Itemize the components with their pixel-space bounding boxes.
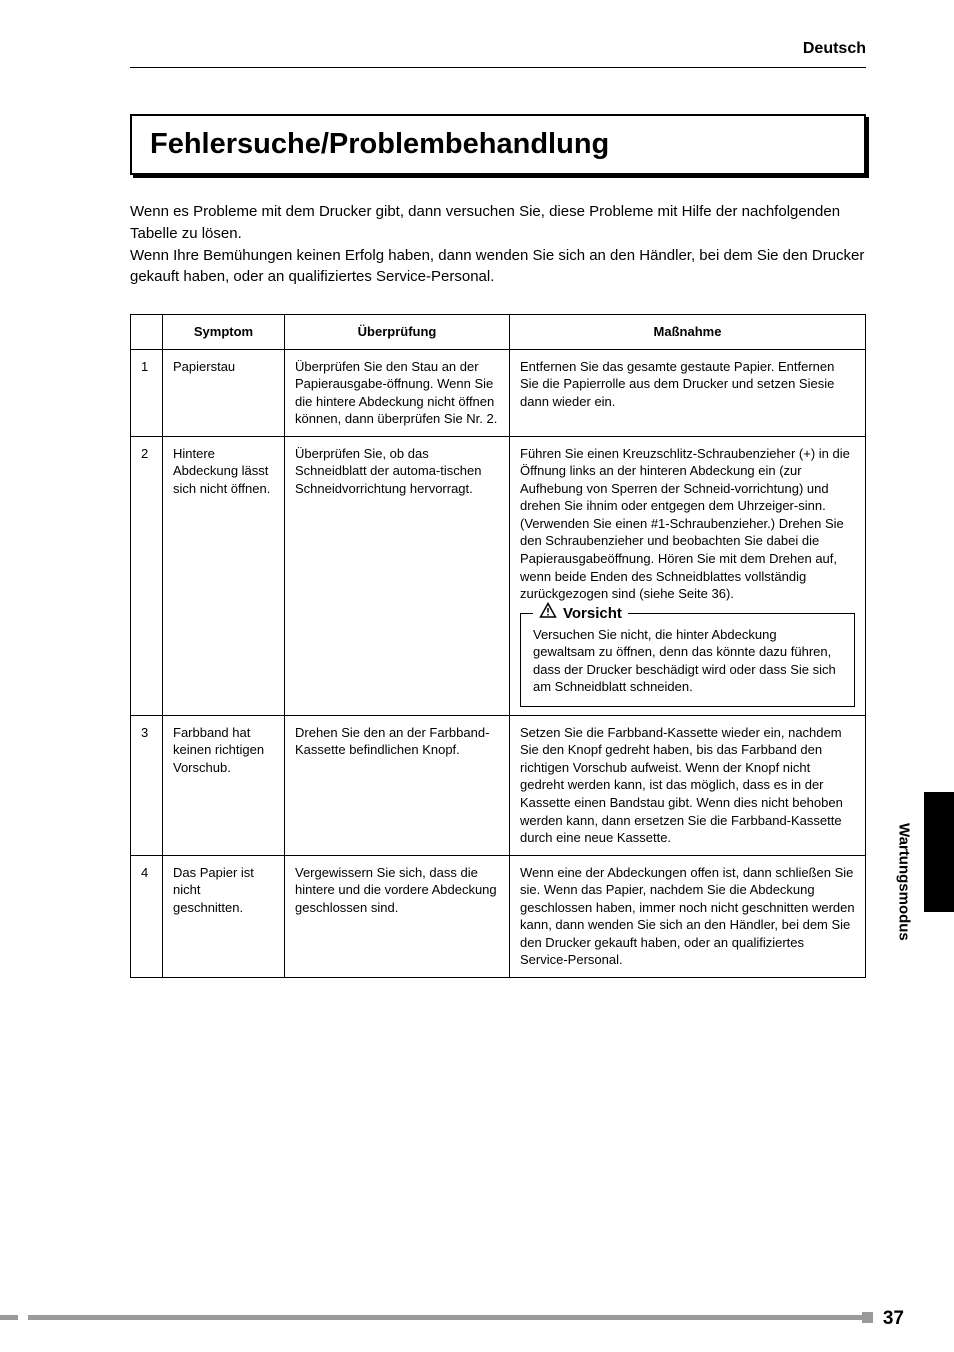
- thumb-tab: [924, 792, 954, 912]
- table-row: 2 Hintere Abdeckung lässt sich nicht öff…: [131, 436, 866, 715]
- row-check: Überprüfen Sie, ob das Schneidblatt der …: [285, 436, 510, 715]
- row-action: Wenn eine der Abdeckungen offen ist, dan…: [510, 855, 866, 977]
- col-symptom-header: Symptom: [163, 315, 285, 350]
- row-check: Drehen Sie den an der Farbband-Kassette …: [285, 715, 510, 855]
- row-symptom: Hintere Abdeckung lässt sich nicht öffne…: [163, 436, 285, 715]
- section-side-text: Wartungsmodus: [896, 823, 913, 941]
- section-side-label: Wartungsmodus: [892, 792, 916, 972]
- table-row: 3 Farbband hat keinen richtigen Vorschub…: [131, 715, 866, 855]
- page-number: 37: [883, 1308, 904, 1330]
- row-action: Setzen Sie die Farbband-Kassette wieder …: [510, 715, 866, 855]
- table-row: 4 Das Papier ist nicht geschnitten. Verg…: [131, 855, 866, 977]
- caution-label: Vorsicht: [563, 604, 622, 624]
- row-symptom: Farbband hat keinen richtigen Vorschub.: [163, 715, 285, 855]
- row-number: 4: [131, 855, 163, 977]
- caution-box: Vorsicht Versuchen Sie nicht, die hinter…: [520, 613, 855, 707]
- col-check-header: Überprüfung: [285, 315, 510, 350]
- row-action: Führen Sie einen Kreuzschlitz-Schraubenz…: [510, 436, 866, 715]
- language-label: Deutsch: [803, 40, 866, 64]
- row-check: Überprüfen Sie den Stau an der Papieraus…: [285, 349, 510, 436]
- row-action: Entfernen Sie das gesamte gestaute Papie…: [510, 349, 866, 436]
- footer: 37: [0, 1302, 954, 1328]
- header-rule: Deutsch: [130, 40, 866, 68]
- table-header-row: Symptom Überprüfung Maßnahme: [131, 315, 866, 350]
- caution-title: Vorsicht: [533, 602, 628, 626]
- intro-block: Wenn es Probleme mit dem Drucker gibt, d…: [130, 201, 866, 288]
- warning-icon: [539, 602, 557, 626]
- table-row: 1 Papierstau Überprüfen Sie den Stau an …: [131, 349, 866, 436]
- intro-p2: Wenn Ihre Bemühungen keinen Erfolg haben…: [130, 245, 866, 289]
- row-symptom: Papierstau: [163, 349, 285, 436]
- row-symptom: Das Papier ist nicht geschnitten.: [163, 855, 285, 977]
- row-number: 2: [131, 436, 163, 715]
- row-check: Vergewissern Sie sich, dass die hintere …: [285, 855, 510, 977]
- row-action-text: Führen Sie einen Kreuzschlitz-Schraubenz…: [520, 445, 855, 603]
- row-number: 3: [131, 715, 163, 855]
- page-title: Fehlersuche/Problembehandlung: [150, 128, 846, 161]
- col-action-header: Maßnahme: [510, 315, 866, 350]
- title-box: Fehlersuche/Problembehandlung: [130, 114, 866, 175]
- intro-p1: Wenn es Probleme mit dem Drucker gibt, d…: [130, 201, 866, 245]
- caution-body: Versuchen Sie nicht, die hinter Abdeckun…: [533, 624, 842, 696]
- page: Deutsch Fehlersuche/Problembehandlung We…: [0, 0, 954, 1352]
- col-num-header: [131, 315, 163, 350]
- footer-rule: [0, 1315, 866, 1320]
- row-number: 1: [131, 349, 163, 436]
- troubleshoot-table: Symptom Überprüfung Maßnahme 1 Papiersta…: [130, 314, 866, 978]
